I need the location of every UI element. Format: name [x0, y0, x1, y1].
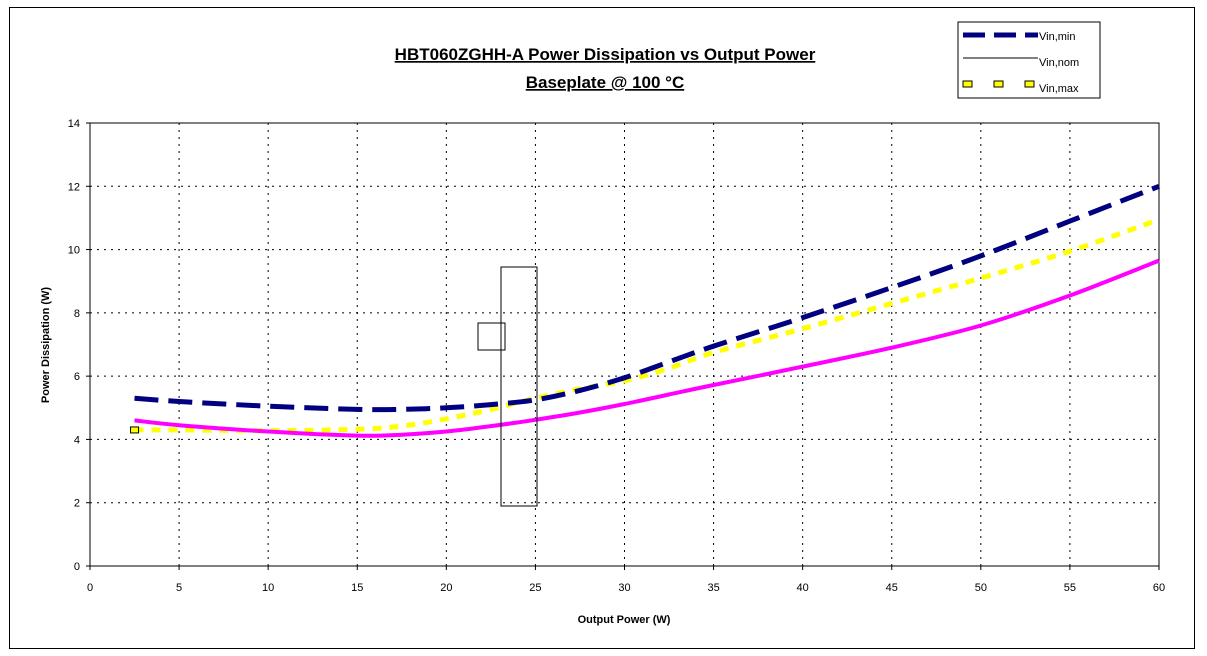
x-tick-label: 15 — [351, 582, 363, 594]
x-tick-label: 20 — [440, 582, 452, 594]
legend-swatch-vin-max-1 — [962, 80, 973, 88]
chart-subtitle: Baseplate @ 100 °C — [526, 73, 685, 92]
x-tick-label: 45 — [886, 582, 898, 594]
x-axis-label: Output Power (W) — [578, 614, 671, 626]
x-tick-label: 5 — [176, 582, 182, 594]
y-tick-label: 0 — [74, 561, 80, 573]
chart-title: HBT060ZGHH-A Power Dissipation vs Output… — [395, 45, 816, 64]
series-line-vin-nom — [134, 258, 1160, 438]
y-axis-label: Power Dissipation (W) — [40, 287, 52, 403]
legend: Vin,min Vin,nom Vin,max — [957, 21, 1101, 99]
annotation-box-small — [477, 322, 506, 351]
x-tick-label: 60 — [1153, 582, 1165, 594]
y-tick-label: 4 — [74, 434, 80, 446]
legend-swatch-vin-max-3 — [1024, 80, 1035, 88]
legend-swatch-vin-max-2 — [993, 80, 1004, 88]
legend-label-vin-nom: Vin,nom — [1039, 57, 1079, 69]
annotation-box-tall — [500, 266, 538, 507]
x-tick-label: 50 — [975, 582, 987, 594]
y-tick-label: 12 — [68, 181, 80, 193]
x-tick-label: 25 — [529, 582, 541, 594]
tick-layer: 0 5 10 15 20 25 30 35 40 45 50 55 60 0 2 4 6 8 10 12 14 — [68, 118, 1165, 594]
y-tick-label: 14 — [68, 118, 80, 130]
x-tick-label: 35 — [707, 582, 719, 594]
y-tick-label: 2 — [74, 498, 80, 510]
legend-label-vin-max: Vin,max — [1039, 83, 1079, 95]
grid-layer — [90, 123, 1159, 566]
x-tick-label: 55 — [1064, 582, 1076, 594]
chart-frame — [9, 7, 1195, 649]
x-tick-label: 10 — [262, 582, 274, 594]
legend-label-vin-min: Vin,min — [1039, 31, 1075, 43]
x-tick-label: 30 — [618, 582, 630, 594]
x-tick-label: 0 — [87, 582, 93, 594]
series-layer — [130, 183, 1160, 438]
x-tick-label: 40 — [797, 582, 809, 594]
plot-area — [89, 122, 1160, 567]
y-tick-label: 10 — [68, 245, 80, 257]
y-tick-label: 8 — [74, 308, 80, 320]
y-tick-label: 6 — [74, 371, 80, 383]
series-marker-vin-max — [130, 426, 140, 434]
series-line-vin-min — [134, 183, 1160, 413]
